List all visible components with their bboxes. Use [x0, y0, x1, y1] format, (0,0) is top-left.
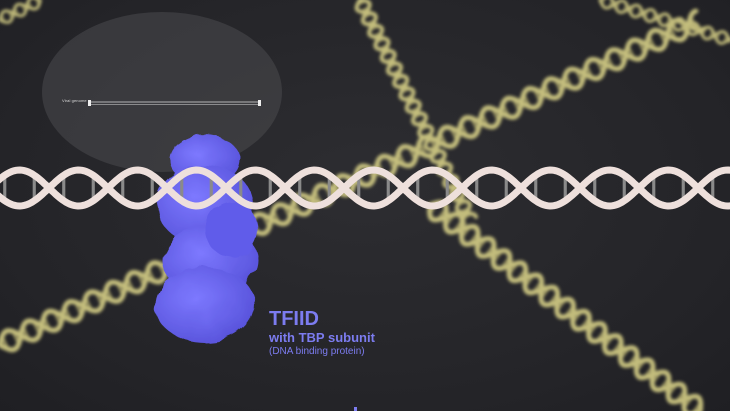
overlay-bubble [42, 12, 282, 172]
protein-note: (DNA binding protein) [269, 346, 365, 357]
dna-backbone [0, 0, 42, 22]
dna-backbone [598, 0, 730, 43]
viral-genome-label: Viral genome [62, 98, 87, 103]
protein-subtitle: with TBP subunit [269, 330, 375, 345]
dna-backbone [0, 0, 42, 24]
main-dna-helix [0, 166, 730, 210]
bottom-marker [354, 407, 357, 411]
dna-backbone [0, 166, 730, 210]
dna-backbone [427, 202, 703, 411]
genome-end-marker [258, 100, 261, 106]
dna-backbone [427, 199, 704, 411]
protein-title: TFIID [269, 308, 319, 330]
dna-backbone [0, 166, 730, 210]
genome-start-marker [88, 100, 91, 106]
dna-backbone [0, 18, 707, 348]
dna-backbone [598, 0, 730, 45]
dna-backbone [358, 0, 472, 226]
